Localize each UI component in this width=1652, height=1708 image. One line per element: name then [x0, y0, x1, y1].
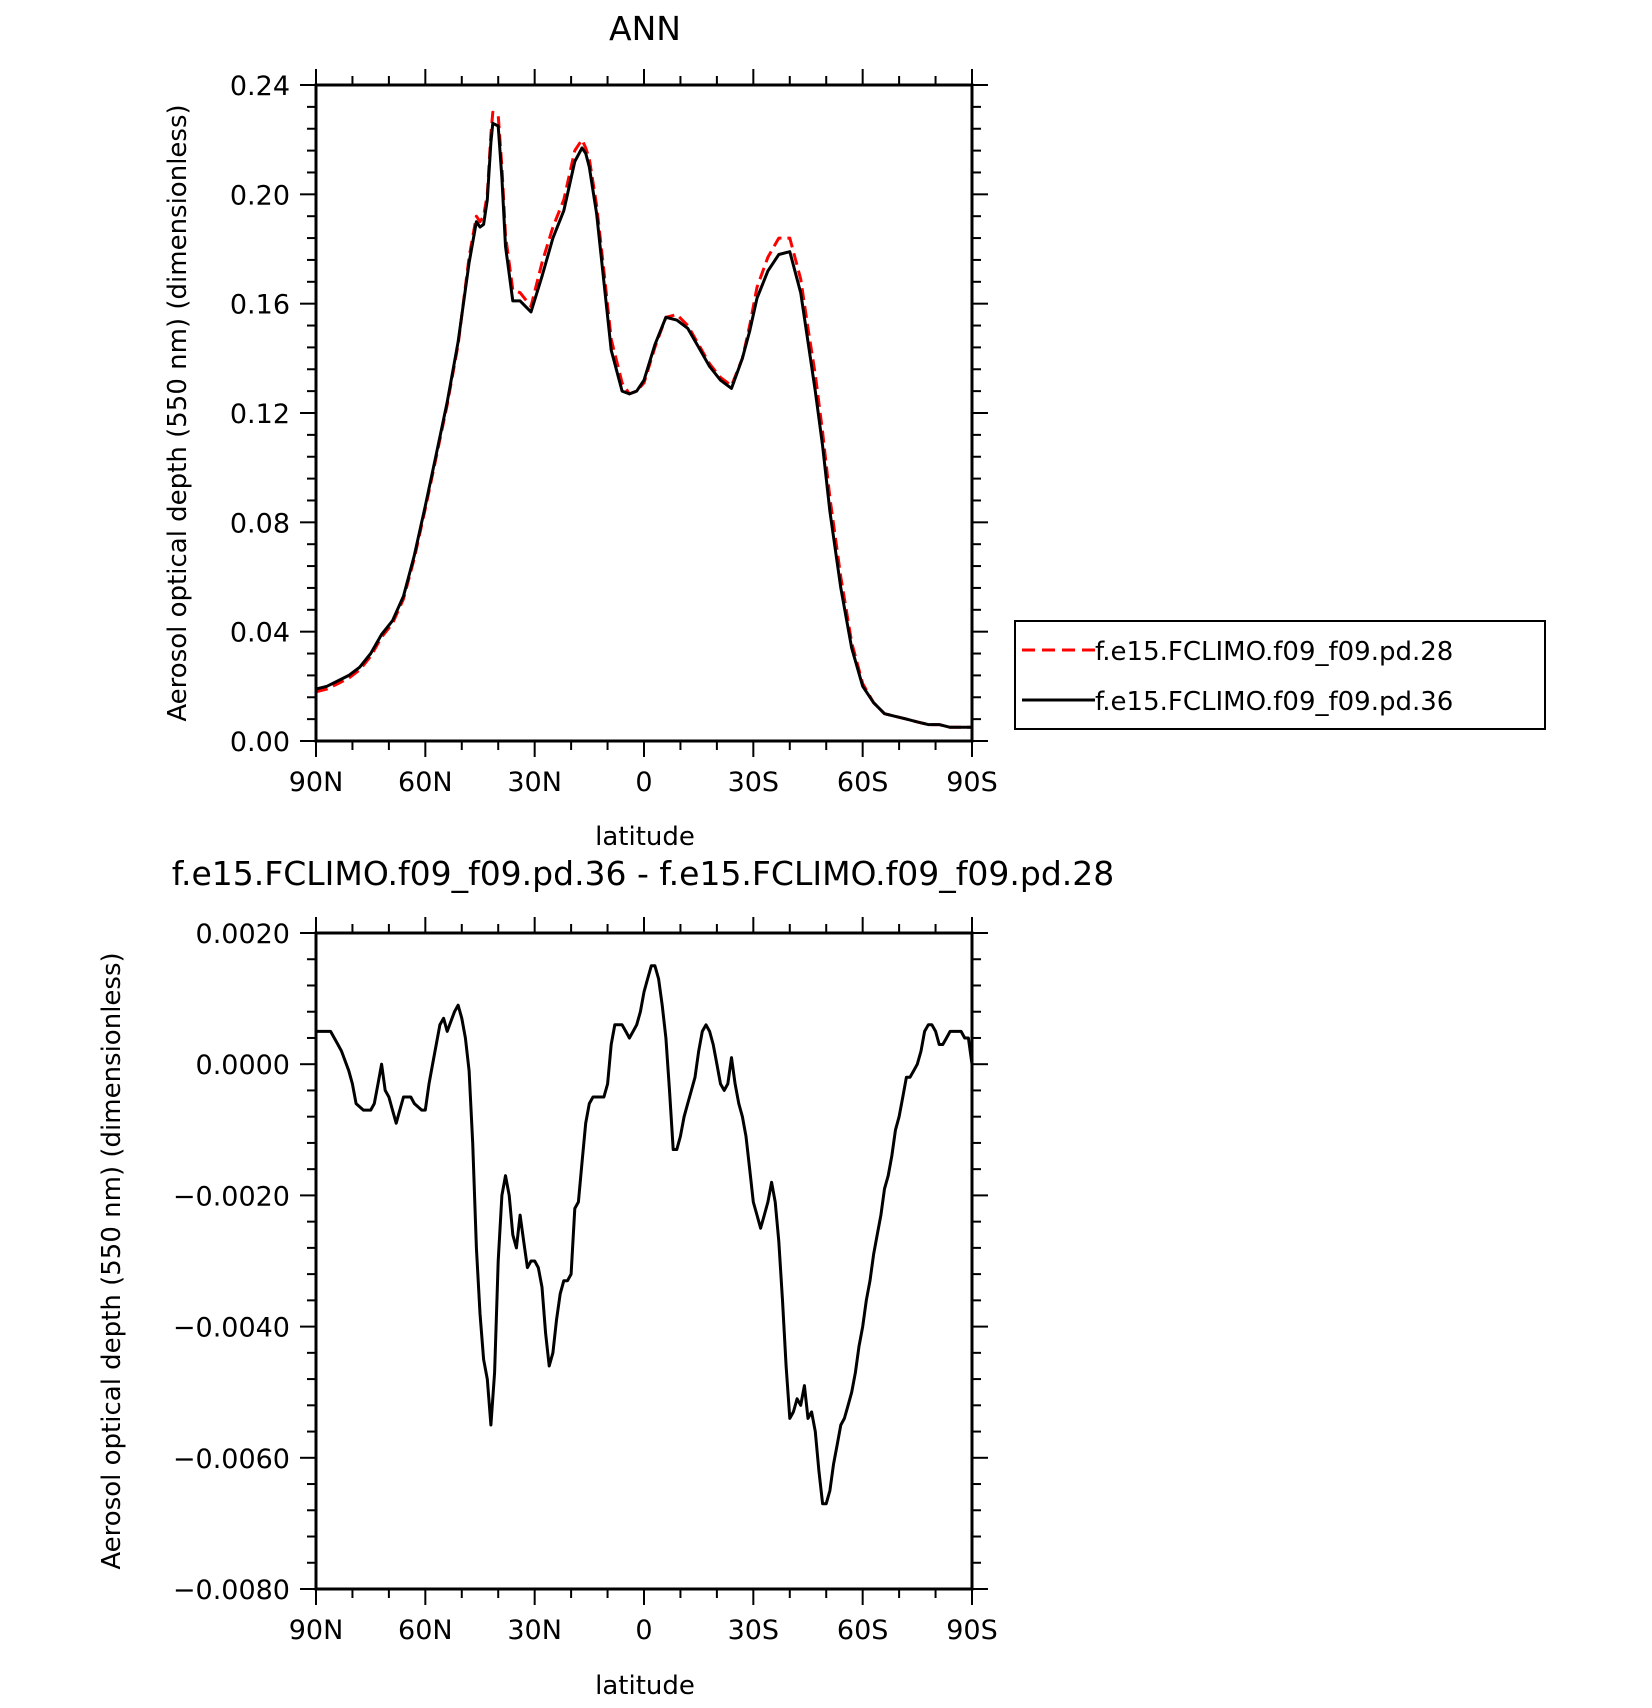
- bottom-x-tick-label: 90S: [946, 1615, 998, 1646]
- top-y-tick-label: 0.04: [230, 618, 290, 649]
- legend: f.e15.FCLIMO.f09_f09.pd.28 f.e15.FCLIMO.…: [1014, 620, 1546, 730]
- bottom-y-axis-title: Aerosol optical depth (550 nm) (dimensio…: [97, 952, 127, 1569]
- top-x-tick-label: 30N: [507, 767, 562, 798]
- top-chart-title: ANN: [609, 9, 681, 48]
- bottom-x-tick-label: 30S: [728, 1615, 780, 1646]
- bottom-x-tick-label: 30N: [507, 1615, 562, 1646]
- bottom-chart: f.e15.FCLIMO.f09_f09.pd.36 - f.e15.FCLIM…: [97, 854, 1114, 1701]
- legend-label-pd36: f.e15.FCLIMO.f09_f09.pd.36: [1095, 687, 1453, 717]
- top-y-axis-title: Aerosol optical depth (550 nm) (dimensio…: [163, 104, 193, 721]
- top-y-tick-label: 0.20: [230, 180, 290, 211]
- bottom-x-tick-label: 90N: [289, 1615, 344, 1646]
- top-y-tick-label: 0.00: [230, 727, 290, 758]
- bottom-y-tick-label: −0.0080: [173, 1575, 290, 1606]
- bottom-x-axis-title: latitude: [595, 1671, 695, 1701]
- legend-box: [1014, 620, 1546, 730]
- top-x-tick-label: 60S: [837, 767, 889, 798]
- top-chart: ANN 90N 60N 30N 0 30S 60S 90S 0.00 0.04 0.08 0.12 0…: [163, 9, 1546, 852]
- legend-label-pd28: f.e15.FCLIMO.f09_f09.pd.28: [1095, 637, 1453, 667]
- top-y-tick-label: 0.12: [230, 399, 290, 430]
- bottom-x-tick-label: 0: [635, 1615, 652, 1646]
- bottom-y-tick-label: −0.0060: [173, 1444, 290, 1475]
- bottom-y-tick-label: 0.0020: [196, 919, 290, 950]
- top-plot-frame: [314, 83, 974, 743]
- top-y-tick-label: 0.08: [230, 508, 290, 539]
- top-series-line-1: [315, 121, 972, 729]
- bottom-y-tick-label: −0.0020: [173, 1181, 290, 1212]
- top-x-axis-title: latitude: [595, 822, 695, 852]
- bottom-y-tick-label: 0.0000: [196, 1050, 290, 1081]
- bottom-x-tick-label: 60N: [398, 1615, 453, 1646]
- top-x-tick-label: 0: [635, 767, 652, 798]
- top-x-tick-label: 30S: [728, 767, 780, 798]
- bottom-x-tick-label: 60S: [837, 1615, 889, 1646]
- top-x-tick-label: 90N: [289, 767, 344, 798]
- top-x-tick-label: 90S: [946, 767, 998, 798]
- top-series-line-0: [315, 110, 972, 729]
- bottom-y-tick-label: −0.0040: [173, 1313, 290, 1344]
- bottom-plot-frame: [314, 931, 974, 1591]
- bottom-chart-title: f.e15.FCLIMO.f09_f09.pd.36 - f.e15.FCLIM…: [172, 854, 1115, 893]
- top-y-tick-label: 0.24: [230, 71, 290, 102]
- top-x-tick-label: 60N: [398, 767, 453, 798]
- top-y-tick-label: 0.16: [230, 290, 290, 321]
- bottom-series-line-0: [316, 964, 974, 1506]
